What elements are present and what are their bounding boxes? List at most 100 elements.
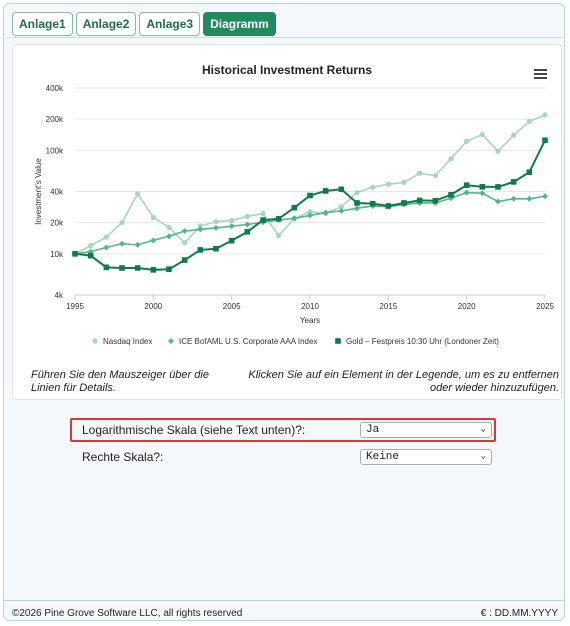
data-point [479,184,486,190]
series-line-1 [74,114,546,255]
data-point [322,209,329,216]
data-point [526,169,533,175]
data-point [416,197,423,204]
data-point [119,240,125,247]
data-point [103,244,110,251]
tab-divider [7,37,563,38]
data-point [228,223,235,230]
y-axis-label: Investment's Value [34,158,43,225]
data-point [338,207,345,214]
x-tick-label: 2000 [144,302,162,311]
log-scale-select[interactable]: Ja ⌄ [360,422,492,438]
data-point [322,188,329,194]
data-point [87,252,94,259]
footer: ©2026 Pine Grove Software LLC, all right… [4,600,564,620]
x-tick-label: 2015 [379,302,397,311]
data-point [119,220,125,226]
data-point [244,229,251,235]
tab-anlage2[interactable]: Anlage2 [75,12,137,36]
y-tick-label: 40k [50,188,64,197]
data-point [542,193,548,200]
data-point [119,265,125,271]
data-point [526,118,532,125]
legend-item[interactable]: Gold – Festpreis 10:30 Uhr (Londoner Zei… [346,337,499,346]
series-line-2 [74,191,546,255]
right-scale-select[interactable]: Keine ⌄ [360,449,492,465]
log-scale-value: Ja [366,424,380,436]
legend-hint: Klicken Sie auf ein Element in der Legen… [248,369,559,394]
data-point [182,240,188,246]
right-scale-value: Keine [366,451,400,463]
chart-card: Historical Investment Returns 4k 10k 20k 40k… [12,44,562,400]
tab-anlage1[interactable]: Anlage1 [12,12,73,36]
chevron-down-icon: ⌄ [480,451,486,461]
tab-anlage3[interactable]: Anlage3 [139,12,201,36]
data-point [401,179,407,185]
right-scale-label: Rechte Skala?: [82,450,164,464]
x-tick-label: 1995 [66,302,84,311]
app-frame: Anlage1 Anlage2 Anlage3 Diagramm Histori… [3,3,565,621]
data-point [276,232,282,239]
data-point [385,203,392,209]
data-point [150,267,157,273]
data-point [228,237,235,244]
data-point [463,182,470,189]
data-point [103,234,109,240]
tab-diagramm[interactable]: Diagramm [203,12,276,36]
data-point [103,264,110,271]
log-scale-row: Logarithmische Skala (siehe Text unten)?… [72,417,492,443]
data-point [542,112,548,118]
data-point [197,226,204,233]
data-point [463,189,470,196]
data-point [307,212,313,219]
data-point [401,200,407,206]
data-point [197,223,203,229]
data-point [166,224,172,230]
data-point [307,192,313,199]
copyright-text: ©2026 Pine Grove Software LLC, all right… [12,608,243,619]
chart-menu-icon[interactable] [534,69,547,79]
data-point [511,132,517,138]
data-point [495,148,501,154]
hover-hint: Führen Sie den Mauszeiger über die Linie… [31,369,209,394]
data-point [244,213,250,219]
legend-item[interactable]: ICE BofAML U.S. Corporate AAA Index [179,337,317,346]
data-point [72,251,78,257]
y-tick-label: 100k [46,146,64,155]
data-point [166,233,172,240]
data-point [134,265,141,271]
data-point [135,191,141,197]
highlight-frame [70,418,496,442]
y-tick-label: 20k [50,219,64,228]
data-point [181,228,188,235]
data-point [213,224,219,231]
data-point [432,197,439,204]
y-tick-label: 400k [46,84,64,93]
data-point [417,170,423,176]
data-point [542,137,548,144]
data-point [307,209,313,215]
data-point [213,218,219,225]
y-tick-label: 10k [50,250,64,259]
data-point [385,181,391,187]
data-point [181,257,188,263]
chevron-down-icon: ⌄ [480,424,486,434]
x-axis-label: Years [300,316,320,325]
data-point [510,179,517,185]
data-point [432,172,438,179]
data-point [213,245,219,252]
data-point [448,191,454,198]
data-point [495,184,501,190]
chart-title: Historical Investment Returns [202,63,372,77]
date-format: € : DD.MM.YYYY [480,608,558,619]
data-point [479,131,485,138]
data-point [275,215,282,222]
data-point [244,221,251,228]
data-point [526,195,533,202]
data-point [354,200,360,206]
data-point [229,217,235,224]
tab-bar: Anlage1 Anlage2 Anlage3 Diagramm [12,12,276,38]
legend-item[interactable]: Nasdaq Index [103,337,152,346]
data-point [291,204,298,211]
data-point [166,266,172,273]
